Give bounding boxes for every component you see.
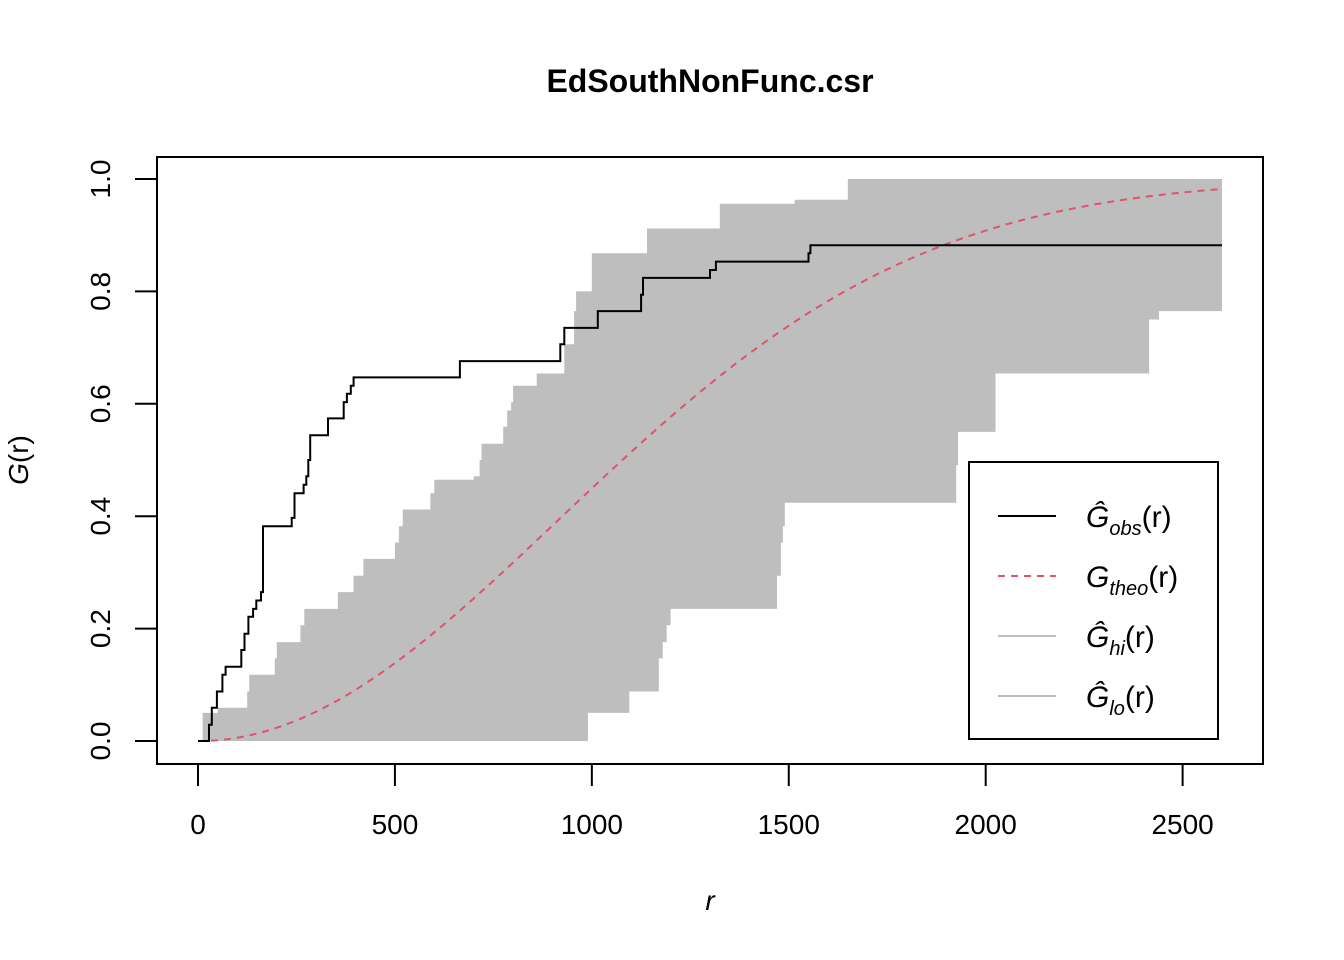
legend-box <box>968 461 1219 740</box>
y-tick-label: 0.6 <box>85 384 116 423</box>
legend-label-hi: Ĝhi(r) <box>1086 620 1155 660</box>
x-tick-label: 2000 <box>955 809 1017 840</box>
chart-title: EdSouthNonFunc.csr <box>546 63 873 99</box>
y-tick-label: 0.2 <box>85 609 116 648</box>
envelope-band <box>198 179 1222 741</box>
y-axis: 0.0 0.2 0.4 0.6 0.8 1.0 <box>85 160 158 761</box>
series-line-theo <box>198 187 1223 742</box>
x-axis: 0 500 1000 1500 2000 2500 <box>190 763 1214 840</box>
x-axis-label: r <box>705 885 716 916</box>
legend: Ĝobs(r) Gtheo(r) Ĝhi(r) Ĝlo(r) <box>968 461 1219 740</box>
x-tick-label: 2500 <box>1151 809 1213 840</box>
series-layer <box>198 187 1223 742</box>
legend-label-lo: Ĝlo(r) <box>1086 680 1155 720</box>
x-tick-label: 0 <box>190 809 206 840</box>
y-tick-label: 0.4 <box>85 497 116 536</box>
legend-label-theo: Gtheo(r) <box>1086 561 1178 600</box>
x-tick-label: 500 <box>372 809 419 840</box>
y-tick-label: 0.0 <box>85 722 116 761</box>
envelope-layer <box>198 179 1222 741</box>
y-axis-label: G(r) <box>3 435 34 485</box>
x-tick-label: 1000 <box>561 809 623 840</box>
x-tick-label: 1500 <box>758 809 820 840</box>
y-tick-label: 1.0 <box>85 160 116 199</box>
series-line-obs <box>198 244 1222 742</box>
legend-label-obs: Ĝobs(r) <box>1086 500 1172 540</box>
y-tick-label: 0.8 <box>85 272 116 311</box>
